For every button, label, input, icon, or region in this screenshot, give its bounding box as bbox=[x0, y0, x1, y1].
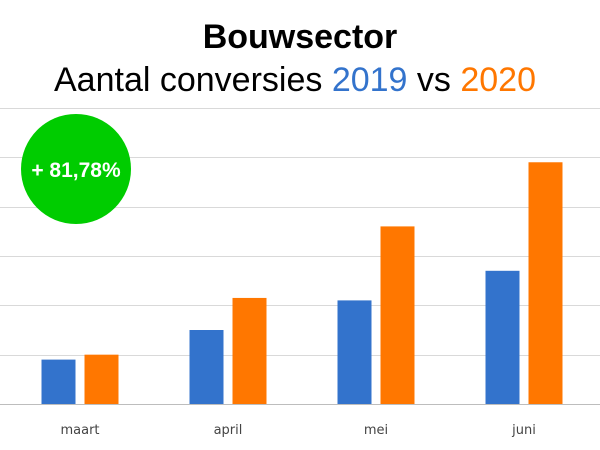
x-axis-tick-labels: maart april mei juni bbox=[60, 423, 535, 438]
x-tick-label: maart bbox=[60, 423, 99, 438]
subtitle-year-2019: 2019 bbox=[332, 61, 408, 99]
x-tick-label: mei bbox=[364, 423, 388, 438]
bar-2019-maart bbox=[41, 359, 76, 404]
bars bbox=[41, 162, 563, 404]
subtitle-year-2020: 2020 bbox=[460, 61, 536, 99]
subtitle-connector: vs bbox=[417, 61, 460, 99]
bar-2019-juni bbox=[485, 270, 520, 404]
x-tick-label: juni bbox=[511, 423, 536, 438]
growth-badge-text: + 81,78% bbox=[31, 159, 121, 182]
bar-2019-mei bbox=[337, 300, 372, 404]
bar-2020-mei bbox=[380, 226, 415, 404]
chart-subtitle: Aantal conversies 2019 vs 2020 bbox=[54, 61, 536, 99]
subtitle-prefix: Aantal conversies bbox=[54, 61, 332, 99]
x-tick-label: april bbox=[214, 423, 243, 438]
bar-2020-maart bbox=[84, 354, 119, 404]
chart-title: Bouwsector bbox=[203, 18, 398, 56]
growth-badge: + 81,78% bbox=[21, 114, 131, 224]
bar-2019-april bbox=[189, 330, 224, 404]
bar-2020-juni bbox=[528, 162, 563, 404]
bar-2020-april bbox=[232, 297, 267, 404]
growth-badge-circle bbox=[21, 114, 131, 224]
